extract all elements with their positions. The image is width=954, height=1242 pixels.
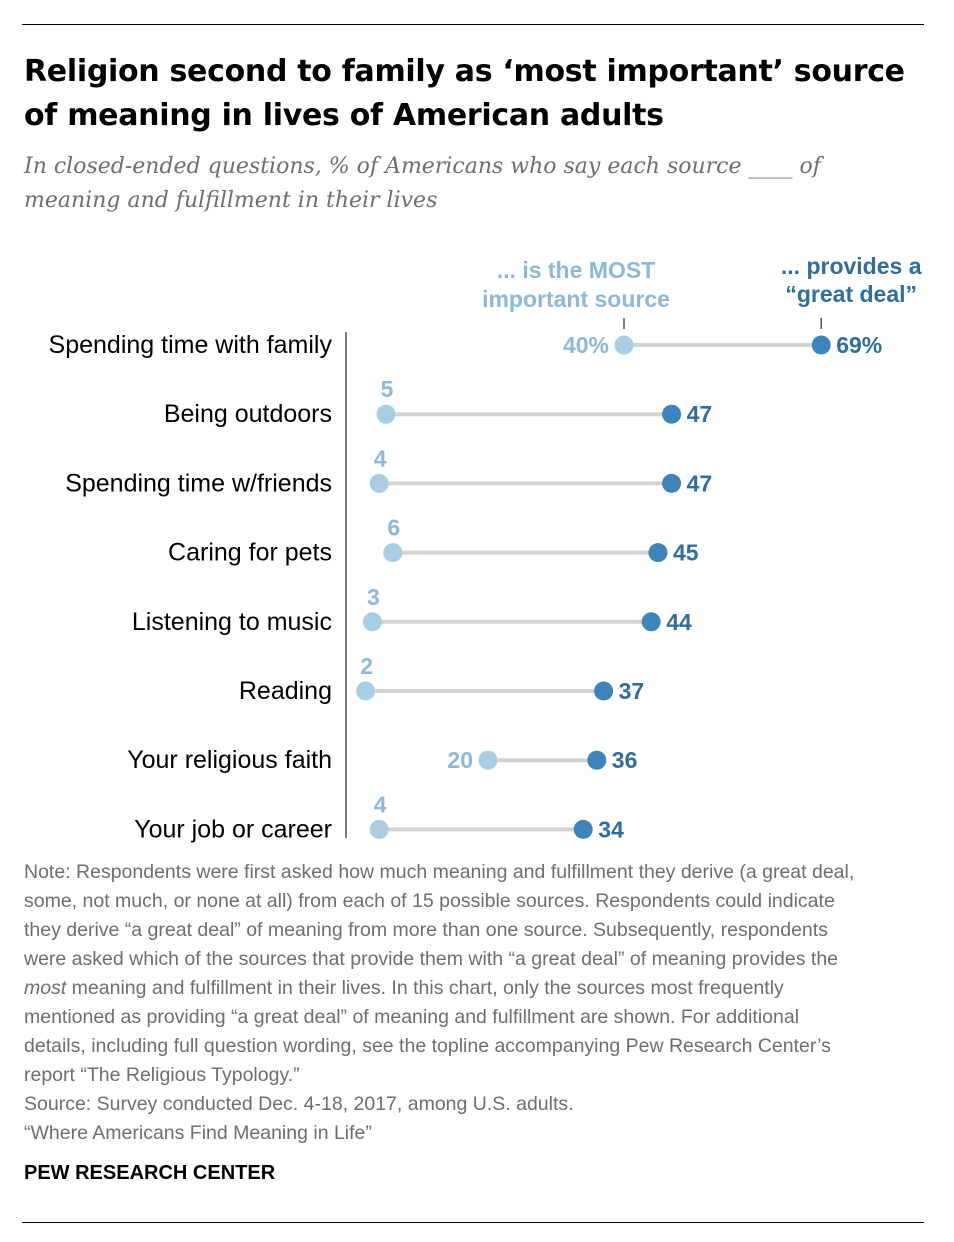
note-line-2: some, not much, or none at all) from eac…: [24, 890, 835, 912]
value-label-most-important-listening-to-music: 3: [367, 584, 380, 610]
category-label-spending-time-with-family: Spending time with family: [49, 331, 333, 359]
category-label-your-job-or-career: Your job or career: [134, 815, 332, 843]
category-label-your-religious-faith: Your religious faith: [127, 746, 332, 774]
value-label-great-deal-being-outdoors: 47: [687, 401, 713, 427]
note-line-6: mentioned as providing “a great deal” of…: [24, 1006, 800, 1028]
dot-most-important-your-job-or-career: [369, 819, 389, 839]
dot-great-deal-your-religious-faith: [587, 750, 607, 770]
value-label-great-deal-caring-for-pets: 45: [673, 540, 699, 566]
dot-most-important-reading: [356, 681, 376, 701]
dot-most-important-your-religious-faith: [478, 750, 498, 770]
note-line-8: report “The Religious Typology.”: [24, 1064, 300, 1086]
category-label-reading: Reading: [239, 677, 332, 705]
value-label-most-important-reading: 2: [360, 653, 373, 679]
dot-great-deal-spending-time-with-family: [811, 335, 831, 355]
dot-great-deal-spending-time-w-friends: [662, 473, 682, 493]
dot-most-important-spending-time-with-family: [614, 335, 634, 355]
legend-most-important-line-1: ... is the MOST: [497, 257, 655, 283]
note-line-5-rest: meaning and fulfillment in their lives. …: [66, 977, 784, 999]
source-line: Source: Survey conducted Dec. 4-18, 2017…: [24, 1093, 574, 1115]
legend-great-deal-line-1: ... provides a: [781, 253, 922, 279]
value-label-great-deal-your-religious-faith: 36: [612, 747, 638, 773]
chart-title: Religion second to family as ‘most impor…: [24, 54, 905, 133]
chart-subtitle: In closed-ended questions, % of American…: [24, 154, 821, 213]
legend-most-important-line-2: important source: [482, 286, 670, 312]
note-line-7: details, including full question wording…: [24, 1035, 831, 1057]
chart-notes: Note: Respondents were first asked how m…: [24, 858, 924, 1148]
dot-great-deal-reading: [594, 681, 614, 701]
dot-most-important-listening-to-music: [362, 612, 382, 632]
legend-great-deal-line-2: “great deal”: [785, 281, 917, 307]
report-line: “Where Americans Find Meaning in Life”: [24, 1122, 372, 1144]
note-line-1: Note: Respondents were first asked how m…: [24, 861, 855, 883]
value-label-most-important-your-religious-faith: 20: [447, 747, 473, 773]
dot-great-deal-caring-for-pets: [648, 543, 668, 563]
value-label-great-deal-spending-time-with-family: 69%: [836, 332, 882, 358]
note-line-3: they derive “a great deal” of meaning fr…: [24, 919, 828, 941]
category-label-listening-to-music: Listening to music: [132, 608, 332, 636]
dot-great-deal-listening-to-music: [641, 612, 661, 632]
category-label-being-outdoors: Being outdoors: [164, 400, 332, 428]
value-label-great-deal-your-job-or-career: 34: [598, 816, 624, 842]
value-label-most-important-spending-time-with-family: 40%: [563, 332, 609, 358]
value-label-great-deal-spending-time-w-friends: 47: [687, 470, 713, 496]
value-label-great-deal-reading: 37: [619, 678, 645, 704]
dot-most-important-spending-time-w-friends: [369, 473, 389, 493]
category-label-spending-time-w-friends: Spending time w/friends: [65, 469, 332, 497]
value-label-most-important-caring-for-pets: 6: [387, 515, 400, 541]
dot-great-deal-your-job-or-career: [573, 819, 593, 839]
value-label-great-deal-listening-to-music: 44: [666, 609, 692, 635]
value-label-most-important-being-outdoors: 5: [381, 376, 394, 402]
category-label-caring-for-pets: Caring for pets: [168, 539, 332, 567]
value-label-most-important-spending-time-w-friends: 4: [374, 445, 387, 471]
note-emphasis: most: [24, 977, 67, 999]
value-label-most-important-your-job-or-career: 4: [374, 791, 387, 817]
note-line-5: most meaning and fulfillment in their li…: [24, 974, 924, 1003]
pew-brand: PEW RESEARCH CENTER: [24, 1162, 276, 1184]
dot-most-important-caring-for-pets: [383, 543, 403, 563]
note-line-4: were asked which of the sources that pro…: [24, 948, 839, 970]
dot-great-deal-being-outdoors: [662, 404, 682, 424]
top-rule: [22, 24, 924, 25]
dot-most-important-being-outdoors: [376, 404, 396, 424]
dot-plot: ... is the MOST important source ... provi…: [49, 253, 922, 843]
bottom-rule: [22, 1222, 924, 1223]
